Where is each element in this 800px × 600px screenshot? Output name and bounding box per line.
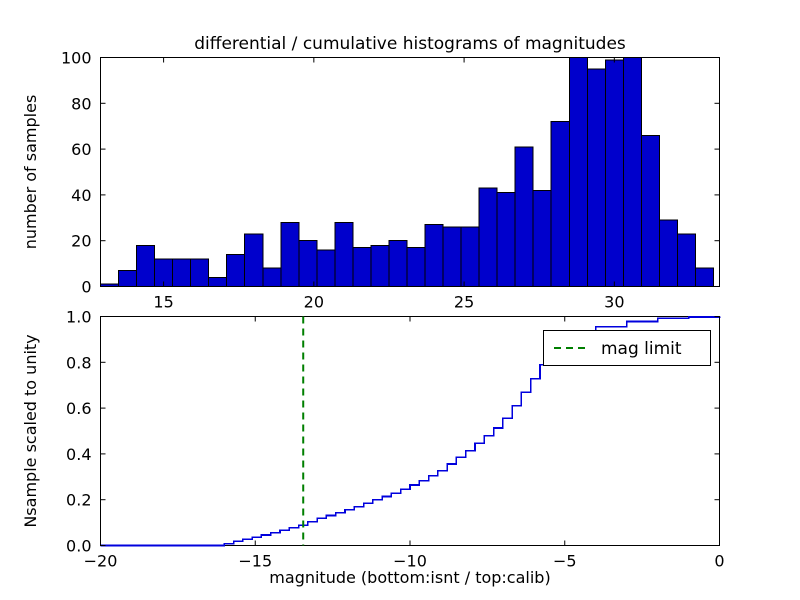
- histogram-bar: [316, 249, 336, 287]
- histogram-bar: [334, 221, 354, 288]
- histogram-bar: [370, 244, 390, 287]
- bottom-x-axis-label: magnitude (bottom:isnt / top:calib): [269, 568, 550, 587]
- histogram-bar: [244, 233, 264, 287]
- histogram-bar: [424, 224, 444, 287]
- histogram-bar: [280, 221, 300, 288]
- histogram-bar: [658, 219, 678, 287]
- histogram-bar: [136, 244, 156, 287]
- top-y-axis-ticks: 0 20 40 60 80 100: [61, 49, 720, 297]
- histogram-bar: [388, 240, 408, 287]
- x-tick-label: 0: [714, 552, 724, 571]
- top-x-axis-ticks: 15 20 25 30: [153, 57, 625, 312]
- histogram-bar: [586, 68, 606, 287]
- y-tick-label: 0.2: [66, 491, 91, 510]
- histogram-bar: [604, 59, 624, 288]
- histogram-bar: [460, 226, 480, 288]
- x-tick-label: −15: [238, 552, 272, 571]
- x-tick-label: 20: [304, 293, 324, 312]
- histogram-bar: [496, 192, 516, 287]
- histogram-bar: [478, 187, 498, 287]
- histogram-bar: [406, 247, 426, 288]
- figure-title: differential / cumulative histograms of …: [194, 34, 626, 54]
- histogram-bar: [550, 121, 570, 288]
- y-tick-label: 0.4: [66, 445, 91, 464]
- cumulative-curve: [100, 316, 721, 547]
- x-tick-label: 30: [604, 293, 624, 312]
- x-tick-label: −20: [84, 552, 118, 571]
- y-tick-label: 0.8: [66, 353, 91, 372]
- top-y-axis-label: number of samples: [21, 95, 40, 250]
- y-tick-label: 1.0: [66, 308, 91, 327]
- histogram-bar: [568, 57, 588, 287]
- x-tick-label: 25: [454, 293, 474, 312]
- histogram-bar: [640, 134, 660, 287]
- histogram-bar: [262, 267, 282, 287]
- y-tick-label: 100: [61, 49, 92, 68]
- y-tick-label: 60: [71, 140, 91, 159]
- y-tick-label: 0.0: [66, 537, 91, 556]
- histogram-bar: [118, 269, 138, 288]
- histogram-bar: [532, 189, 552, 288]
- x-tick-label: −5: [553, 552, 577, 571]
- x-tick-label: 15: [153, 293, 173, 312]
- y-tick-label: 0: [81, 278, 91, 297]
- histogram-bar: [442, 226, 462, 288]
- bottom-y-axis-label: Nsample scaled to unity: [21, 334, 40, 527]
- y-tick-label: 40: [71, 186, 91, 205]
- bottom-x-axis-ticks: −20 −15 −10 −5 0: [84, 316, 725, 571]
- x-tick-label: −10: [393, 552, 427, 571]
- histogram-bar: [694, 267, 714, 287]
- top-axes: differential / cumulative histograms of …: [21, 34, 720, 312]
- y-tick-label: 20: [71, 232, 91, 251]
- y-tick-label: 0.6: [66, 399, 91, 418]
- histogram-bars: [100, 57, 714, 288]
- histogram-bar: [676, 233, 696, 287]
- histogram-bar: [226, 253, 246, 288]
- y-tick-label: 80: [71, 94, 91, 113]
- bottom-axes: 0.0 0.2 0.4 0.6 0.8 1.0 −20 −15 −10 −5 0 Nsample …: [21, 308, 725, 588]
- histogram-bar: [298, 240, 318, 287]
- histogram-bar: [622, 57, 642, 287]
- histogram-bar: [190, 258, 210, 287]
- bottom-y-axis-ticks: 0.0 0.2 0.4 0.6 0.8 1.0: [66, 308, 720, 556]
- histogram-bar: [172, 258, 192, 287]
- histogram-bar: [514, 146, 534, 287]
- legend[interactable]: mag limit: [543, 330, 711, 366]
- histogram-bar: [352, 247, 372, 288]
- histogram-bar: [208, 276, 228, 287]
- legend-label-mag-limit: mag limit: [601, 339, 682, 359]
